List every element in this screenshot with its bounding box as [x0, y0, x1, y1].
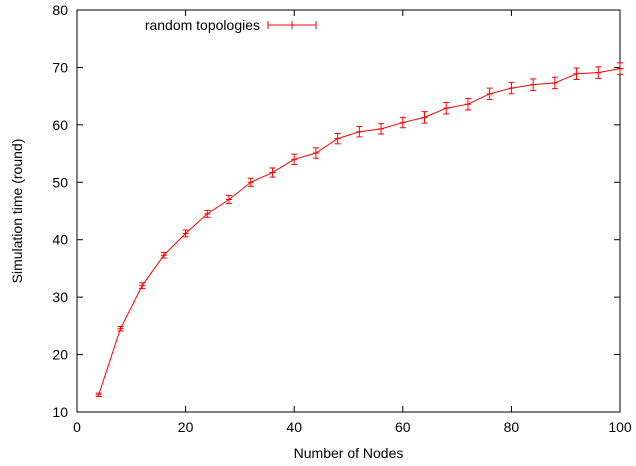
- y-tick-label: 80: [52, 2, 68, 18]
- data-point: [530, 78, 537, 91]
- x-axis-label: Number of Nodes: [294, 445, 404, 461]
- data-point: [617, 62, 623, 75]
- data-point: [486, 87, 493, 101]
- x-tick-label: 60: [395, 419, 411, 435]
- data-point: [269, 167, 276, 178]
- data-point: [334, 132, 341, 145]
- data-point: [312, 147, 319, 159]
- y-tick-label: 30: [52, 289, 68, 305]
- data-point: [421, 111, 428, 124]
- x-tick-label: 0: [73, 419, 81, 435]
- y-tick-label: 20: [52, 347, 68, 363]
- x-tick-label: 40: [286, 419, 302, 435]
- legend: random topologies: [145, 17, 317, 33]
- data-point: [508, 81, 515, 95]
- data-point: [182, 229, 189, 238]
- data-point: [160, 251, 167, 259]
- data-point: [356, 126, 363, 138]
- data-point: [95, 392, 102, 397]
- axis-ticks: 0 20 40 60 80 100 10 20 30 40 50 60 70 80: [52, 2, 631, 435]
- data-point: [139, 282, 146, 290]
- plot-frame: [76, 9, 621, 413]
- data-point: [443, 101, 450, 115]
- x-tick-label: 80: [504, 419, 520, 435]
- data-point: [291, 153, 298, 165]
- data-point: [551, 76, 558, 90]
- data-point: [378, 123, 385, 135]
- data-point: [247, 177, 254, 187]
- data-point: [573, 67, 580, 80]
- data-point: [464, 97, 471, 111]
- y-tick-label: 70: [52, 59, 68, 75]
- data-point: [399, 116, 406, 129]
- data-point: [595, 66, 602, 79]
- y-tick-label: 50: [52, 174, 68, 190]
- y-tick-label: 60: [52, 117, 68, 133]
- y-tick-label: 10: [52, 404, 68, 420]
- data-point: [117, 325, 124, 332]
- data-point: [226, 194, 233, 205]
- x-tick-label: 100: [608, 419, 632, 435]
- series-layer: [95, 62, 623, 397]
- data-point: [204, 209, 211, 218]
- y-tick-label: 40: [52, 232, 68, 248]
- x-tick-label: 20: [178, 419, 194, 435]
- series-line: [98, 68, 621, 395]
- y-axis-label: Simulation time (round): [9, 139, 25, 284]
- legend-sample: [267, 21, 317, 29]
- legend-label: random topologies: [145, 17, 260, 33]
